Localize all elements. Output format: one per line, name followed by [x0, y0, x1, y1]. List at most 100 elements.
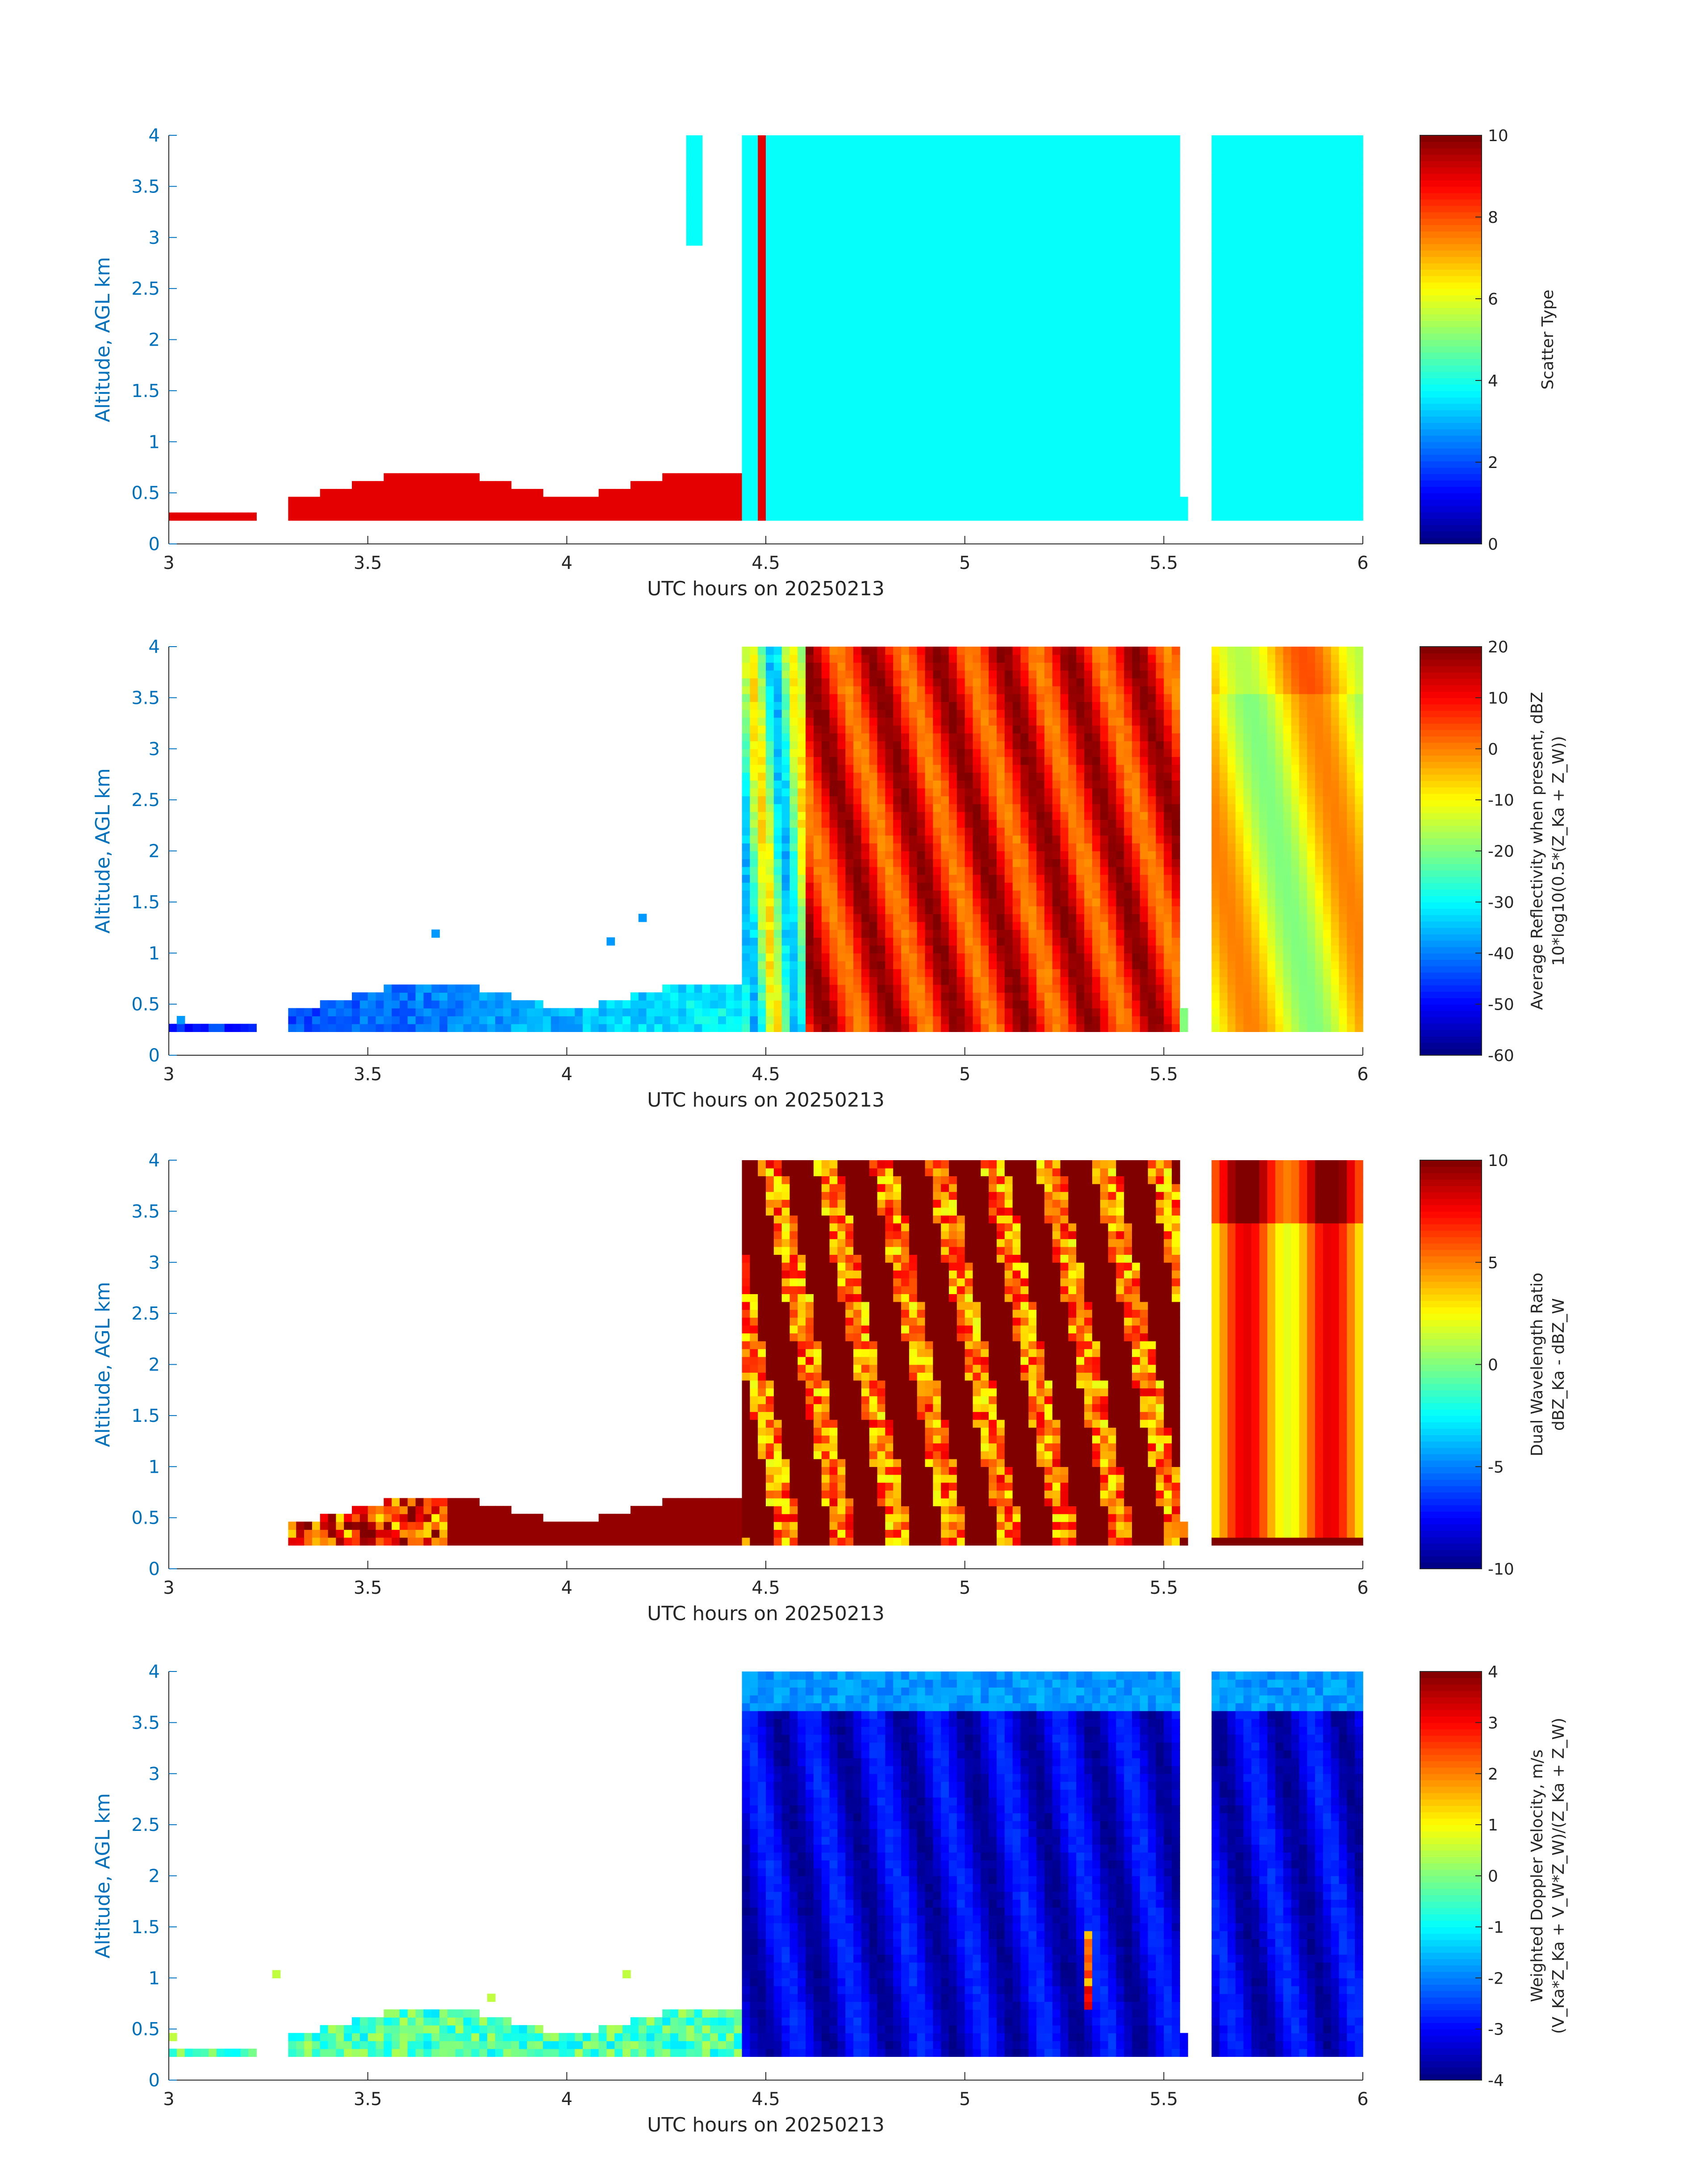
heatmap-cell	[1243, 410, 1252, 419]
heatmap-cell	[1068, 457, 1077, 466]
heatmap-cell	[304, 497, 313, 505]
heatmap-cell	[686, 497, 695, 505]
heatmap-cell	[789, 890, 798, 898]
heatmap-cell	[662, 992, 671, 1001]
heatmap-cell	[1052, 159, 1061, 167]
heatmap-cell	[1347, 221, 1355, 230]
heatmap-cell	[1148, 331, 1157, 340]
heatmap-cell	[1339, 261, 1348, 269]
heatmap-cell	[1243, 324, 1252, 332]
heatmap-cell	[734, 992, 743, 1001]
heatmap-cell	[798, 819, 806, 828]
heatmap-cell	[1140, 159, 1148, 167]
heatmap-cell	[781, 269, 790, 277]
heatmap-cell	[662, 505, 671, 513]
heatmap-cell	[901, 190, 910, 199]
heatmap-cell	[1012, 347, 1021, 356]
x-tick-label: 6	[1357, 553, 1368, 573]
heatmap-cell	[909, 457, 918, 466]
heatmap-cell	[965, 371, 973, 380]
heatmap-cell	[1148, 221, 1157, 230]
heatmap-cell	[837, 143, 846, 151]
heatmap-cell	[1259, 292, 1268, 301]
heatmap-cell	[392, 512, 400, 521]
heatmap-cell	[1164, 261, 1172, 269]
heatmap-cell	[933, 331, 941, 340]
heatmap-cell	[845, 457, 854, 466]
heatmap-cell	[996, 174, 1005, 183]
heatmap-cell	[806, 733, 814, 741]
heatmap-cell	[973, 449, 981, 458]
heatmap-cell	[392, 1000, 400, 1009]
heatmap-cell	[742, 245, 751, 254]
heatmap-cell	[1028, 206, 1037, 214]
heatmap-cell	[1044, 143, 1053, 151]
heatmap-cell	[1164, 426, 1172, 435]
heatmap-cell	[813, 269, 822, 277]
heatmap-cell	[853, 410, 862, 419]
heatmap-cell	[893, 505, 902, 513]
heatmap-cell	[1060, 331, 1069, 340]
heatmap-cell	[320, 1000, 329, 1009]
heatmap-cell	[384, 1000, 392, 1009]
heatmap-cell	[1172, 489, 1180, 497]
heatmap-cell	[1251, 481, 1260, 489]
heatmap-cell	[184, 512, 193, 521]
heatmap-cell	[1315, 292, 1324, 301]
heatmap-cell	[885, 379, 894, 387]
heatmap-cell	[1172, 159, 1180, 167]
heatmap-cell	[1283, 331, 1292, 340]
heatmap-cell	[742, 449, 751, 458]
heatmap-cell	[1100, 135, 1109, 144]
heatmap-cell	[1315, 355, 1324, 364]
heatmap-cell	[789, 489, 798, 497]
colorbar-swatch	[1420, 403, 1482, 410]
heatmap-cell	[893, 213, 902, 222]
heatmap-cell	[1124, 151, 1132, 159]
heatmap-cell	[1243, 465, 1252, 474]
heatmap-cell	[813, 174, 822, 183]
heatmap-cell	[463, 473, 472, 482]
heatmap-cell	[821, 143, 830, 151]
heatmap-cell	[1315, 387, 1324, 395]
heatmap-cell	[806, 866, 814, 875]
heatmap-cell	[758, 135, 766, 144]
heatmap-cell	[893, 159, 902, 167]
heatmap-cell	[344, 489, 352, 497]
heatmap-cell	[392, 1008, 400, 1016]
heatmap-cell	[829, 394, 838, 403]
heatmap-cell	[917, 167, 926, 175]
heatmap-cell	[1092, 512, 1101, 521]
heatmap-cell	[1259, 426, 1268, 435]
heatmap-cell	[853, 331, 862, 340]
heatmap-cell	[1315, 182, 1324, 191]
heatmap-cell	[1140, 221, 1148, 230]
heatmap-cell	[1132, 316, 1140, 325]
heatmap-cell	[519, 1016, 527, 1024]
heatmap-cell	[909, 489, 918, 497]
heatmap-cell	[1012, 292, 1021, 301]
heatmap-cell	[742, 961, 751, 969]
heatmap-cell	[1347, 261, 1355, 269]
heatmap-cell	[367, 1024, 376, 1032]
heatmap-cell	[1347, 449, 1355, 458]
heatmap-cell	[1323, 190, 1332, 199]
heatmap-cell	[885, 457, 894, 466]
heatmap-cell	[1060, 316, 1069, 325]
heatmap-cell	[1219, 442, 1228, 450]
heatmap-cell	[989, 489, 997, 497]
heatmap-cell	[781, 481, 790, 489]
heatmap-cell	[981, 182, 989, 191]
heatmap-cell	[1116, 465, 1124, 474]
heatmap-cell	[1092, 245, 1101, 254]
heatmap-cell	[845, 426, 854, 435]
heatmap-cell	[742, 308, 751, 317]
heatmap-cell	[1124, 253, 1132, 262]
heatmap-cell	[909, 347, 918, 356]
heatmap-cell	[750, 654, 758, 663]
heatmap-cell	[1227, 473, 1236, 482]
heatmap-cell	[956, 457, 965, 466]
heatmap-cell	[821, 324, 830, 332]
heatmap-cell	[1307, 316, 1315, 325]
heatmap-cell	[750, 167, 758, 175]
